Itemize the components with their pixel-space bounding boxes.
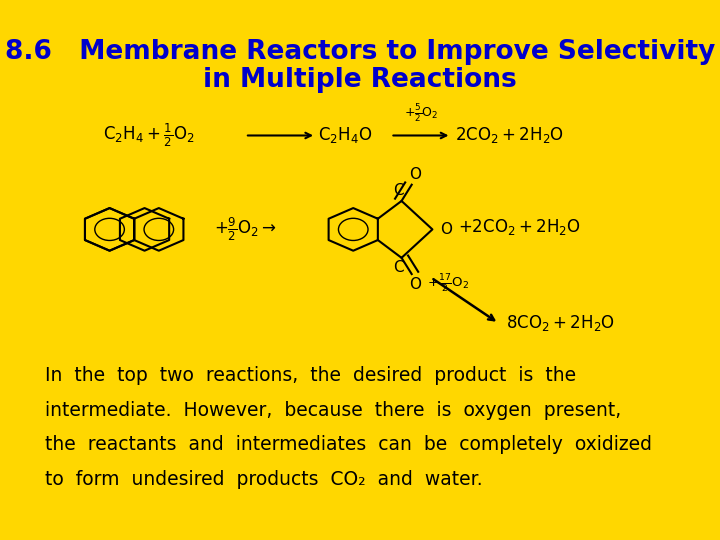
Text: $\mathregular{+ 2CO_2 + 2H_2O}$: $\mathregular{+ 2CO_2 + 2H_2O}$ — [458, 217, 581, 237]
Text: O: O — [409, 276, 421, 292]
Text: 8.6   Membrane Reactors to Improve Selectivity: 8.6 Membrane Reactors to Improve Selecti… — [5, 39, 715, 65]
Text: O: O — [441, 222, 453, 237]
Text: intermediate.  However,  because  there  is  oxygen  present,: intermediate. However, because there is … — [45, 401, 621, 420]
Text: $\mathregular{C_2H_4 + \frac{1}{2}O_2}$: $\mathregular{C_2H_4 + \frac{1}{2}O_2}$ — [103, 122, 194, 149]
Text: $\mathregular{C_2H_4O}$: $\mathregular{C_2H_4O}$ — [318, 125, 372, 145]
Text: in Multiple Reactions: in Multiple Reactions — [203, 67, 517, 93]
Text: In  the  top  two  reactions,  the  desired  product  is  the: In the top two reactions, the desired pr… — [45, 367, 577, 386]
Text: O: O — [409, 167, 421, 182]
Text: $\mathregular{+ \frac{9}{2}O_2 \rightarrow}$: $\mathregular{+ \frac{9}{2}O_2 \rightarr… — [215, 215, 277, 243]
Text: the  reactants  and  intermediates  can  be  completely  oxidized: the reactants and intermediates can be c… — [45, 435, 652, 455]
Text: $\mathregular{2CO_2 + 2H_2O}$: $\mathregular{2CO_2 + 2H_2O}$ — [455, 125, 564, 145]
Text: $\mathregular{8CO_2 + 2H_2O}$: $\mathregular{8CO_2 + 2H_2O}$ — [505, 313, 615, 333]
Text: to  form  undesired  products  CO₂  and  water.: to form undesired products CO₂ and water… — [45, 470, 483, 489]
Text: C: C — [393, 260, 403, 275]
Text: $\mathregular{+\frac{17}{2}O_2}$: $\mathregular{+\frac{17}{2}O_2}$ — [427, 273, 469, 295]
Text: C: C — [393, 184, 403, 198]
Text: $\mathregular{+\frac{5}{2}O_2}$: $\mathregular{+\frac{5}{2}O_2}$ — [404, 103, 438, 124]
